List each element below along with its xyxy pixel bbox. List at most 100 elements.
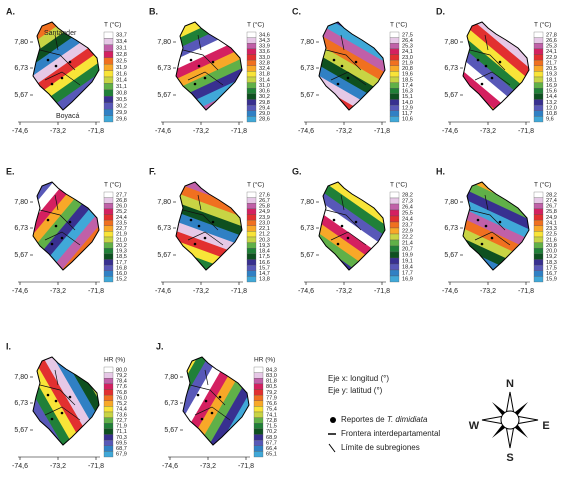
legend-value: 22,5	[546, 232, 557, 238]
legend-value: 72,8	[266, 418, 277, 424]
legend-swatch	[103, 366, 114, 373]
legend-value: 23,3	[546, 226, 557, 232]
legend-value: 20,5	[546, 66, 557, 72]
report-point	[211, 220, 215, 224]
legend-swatch	[253, 451, 264, 458]
y-tick-label: 5,67	[157, 252, 171, 259]
y-tick-label: 7,80	[157, 199, 171, 206]
report-point	[476, 218, 480, 222]
legend-value: 20,7	[402, 246, 413, 252]
legend-swatch	[103, 89, 114, 97]
legend-swatch	[103, 31, 114, 39]
legend-value: 15,9	[546, 277, 557, 283]
legend-swatch	[389, 221, 400, 229]
legend-value: 30,8	[116, 91, 127, 97]
legend-value: 17,5	[546, 265, 557, 271]
legend-value: 18,4	[402, 264, 413, 270]
legend-swatch	[103, 270, 114, 277]
x-tick-label: -71,8	[518, 128, 534, 135]
legend-value: 25,8	[546, 209, 557, 215]
legend-swatch	[246, 236, 257, 243]
legend-value: 76,0	[116, 395, 127, 401]
legend-swatch	[103, 248, 114, 255]
legend-swatch	[246, 76, 257, 83]
department-border	[175, 181, 243, 271]
y-tick-label: 5,67	[300, 92, 314, 99]
climate-zone	[319, 182, 385, 270]
legend-swatch	[103, 383, 114, 390]
y-tick-label: 6,73	[157, 225, 171, 232]
climate-zone	[176, 22, 242, 110]
climate-zone	[463, 22, 529, 110]
legend-swatch	[103, 372, 114, 379]
legend-swatch	[246, 264, 257, 271]
legend-swatch	[246, 214, 257, 221]
subregion-label: Límite de subregiones	[341, 443, 420, 452]
legend-title: T (°C)	[247, 21, 264, 29]
legend-swatch	[103, 208, 114, 215]
legend-value: 76,8	[116, 390, 127, 396]
y-tick-label: 6,73	[164, 400, 178, 407]
x-tick-label: -71,8	[238, 463, 254, 470]
legend-swatch	[246, 225, 257, 232]
legend-swatch	[103, 115, 114, 123]
border-label: Frontera interdepartamental	[341, 429, 440, 438]
legend-value: 22,2	[402, 234, 413, 240]
legend-value: 21,9	[402, 60, 413, 66]
legend-swatch	[533, 259, 544, 266]
panel-label: H.	[436, 166, 445, 176]
climate-zone	[183, 357, 249, 445]
legend-swatch	[533, 231, 544, 238]
legend-value: 24,1	[546, 220, 557, 226]
legend-value: 32,4	[259, 66, 270, 72]
climate-zone	[319, 22, 385, 97]
department-border	[182, 356, 250, 446]
x-tick-label: -74,6	[12, 463, 28, 470]
x-tick-label: -73,2	[336, 128, 352, 135]
legend-value: 68,7	[116, 446, 127, 452]
legend-swatch	[103, 434, 114, 441]
legend-value: 21,6	[546, 237, 557, 243]
map-legend: Eje x: longitud (°) Eje y: latitud (°) R…	[328, 374, 440, 453]
legend-value: 17,7	[402, 270, 413, 276]
legend-swatch	[389, 269, 400, 277]
legend-value: 19,3	[546, 72, 557, 78]
subregion-limit	[39, 369, 81, 421]
report-point	[203, 236, 207, 240]
legend-swatch	[389, 43, 400, 50]
legend-value: 27,7	[116, 192, 127, 198]
legend-value: 29,4	[259, 105, 270, 111]
legend-value: 26,4	[402, 38, 413, 44]
legend-value: 71,5	[266, 424, 277, 430]
report-point	[354, 220, 358, 224]
legend-value: 15,6	[546, 89, 557, 95]
legend-swatch	[389, 31, 400, 38]
report-point	[68, 220, 72, 224]
x-tick-label: -73,2	[200, 463, 216, 470]
legend-swatch	[246, 248, 257, 255]
legend-value: 22,1	[259, 226, 270, 232]
report-point	[484, 224, 488, 228]
x-tick-label: -74,6	[298, 128, 314, 135]
legend-value: 25,2	[116, 209, 127, 215]
subregion-limit	[469, 194, 511, 246]
reports-prefix: Reportes de	[341, 415, 387, 424]
x-tick-label: -71,8	[88, 463, 104, 470]
legend-value: 28,2	[546, 192, 557, 198]
legend-swatch	[103, 225, 114, 232]
legend-value: 19,6	[402, 72, 413, 78]
legend-swatch	[103, 51, 114, 58]
legend-swatch	[246, 208, 257, 215]
y-tick-label: 6,73	[444, 225, 458, 232]
legend-swatch	[103, 63, 114, 71]
legend-swatch	[533, 203, 544, 210]
legend-swatch	[253, 372, 264, 379]
legend-swatch	[246, 99, 257, 106]
legend-swatch	[389, 215, 400, 223]
climate-zone	[33, 22, 99, 110]
y-tick-label: 5,67	[14, 427, 28, 434]
axis-x-note: Eje x: longitud (°)	[328, 374, 389, 383]
panel-label: A.	[6, 6, 15, 16]
legend-swatch	[103, 411, 114, 418]
report-point	[332, 218, 336, 222]
